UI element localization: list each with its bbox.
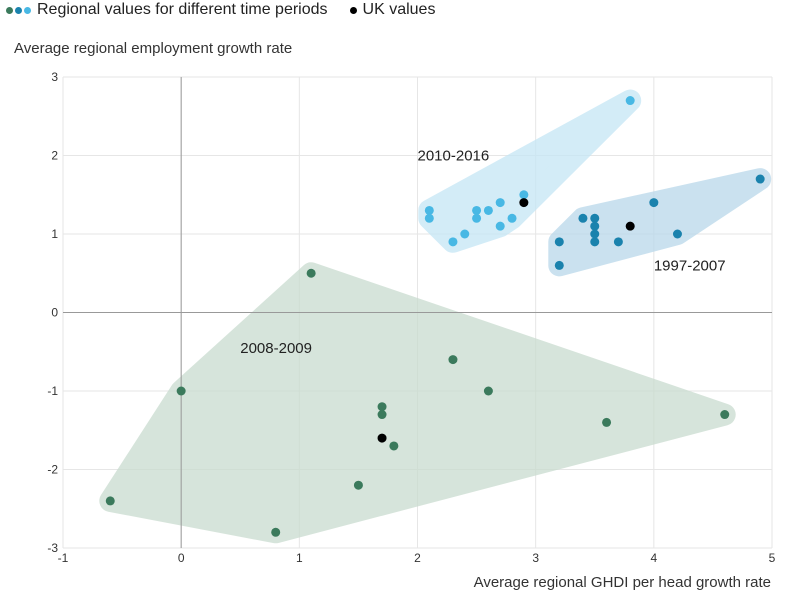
point-2008-2009: [389, 441, 399, 451]
point-1997-2007: [554, 237, 564, 247]
legend-item-uk[interactable]: UK values: [349, 1, 436, 19]
y-tick-label: -3: [47, 541, 58, 555]
x-tick-label: 3: [532, 551, 539, 565]
point-2008-2009: [306, 268, 316, 278]
period-labels: 2008-2009 2010-2016 1997-2007: [240, 148, 725, 357]
point-2010-2016: [472, 213, 482, 223]
point-2010-2016: [424, 205, 434, 215]
point-2010-2016: [625, 96, 635, 106]
point-2010-2016: [507, 213, 517, 223]
period-hulls: [99, 89, 772, 544]
point-1997-2007: [649, 198, 659, 208]
uk-point-2008-2009: [377, 433, 387, 443]
x-tick-label: 5: [769, 551, 776, 565]
hull-1997-2007: [548, 168, 772, 277]
point-1997-2007: [590, 221, 600, 231]
x-tick-label: -1: [58, 551, 69, 565]
zero-axes: [63, 77, 772, 548]
point-2008-2009: [448, 355, 458, 365]
point-2010-2016: [424, 213, 434, 223]
point-2010-2016: [495, 221, 505, 231]
legend-green-dot: [6, 6, 13, 14]
y-tick-label: 1: [51, 227, 58, 241]
legend-dark-blue-dot: [15, 6, 22, 14]
point-2010-2016: [495, 198, 505, 208]
point-2008-2009: [105, 496, 115, 506]
data-points: [105, 96, 765, 537]
x-tick-label: 2: [414, 551, 421, 565]
point-1997-2007: [672, 229, 682, 239]
point-2008-2009: [353, 480, 363, 490]
period-label: 2010-2016: [418, 148, 490, 165]
point-2008-2009: [377, 402, 387, 412]
point-2010-2016: [519, 190, 529, 200]
period-label: 2008-2009: [240, 340, 312, 357]
legend-uk-dot: [349, 6, 357, 14]
point-1997-2007: [755, 174, 765, 184]
y-tick-label: 2: [51, 149, 58, 163]
point-1997-2007: [554, 260, 564, 270]
legend-light-blue-dot: [24, 6, 31, 14]
point-1997-2007: [613, 237, 623, 247]
point-2008-2009: [720, 410, 730, 420]
hull-2008-2009: [99, 262, 736, 544]
chart-legend: Regional values for different time perio…: [6, 0, 457, 20]
x-axis-title: Average regional GHDI per head growth ra…: [473, 574, 771, 591]
point-2010-2016: [472, 205, 482, 215]
x-tick-label: 1: [296, 551, 303, 565]
y-axis-title: Average regional employment growth rate: [14, 40, 293, 57]
x-tick-label: 0: [178, 551, 185, 565]
point-1997-2007: [590, 237, 600, 247]
y-tick-label: -1: [47, 384, 58, 398]
legend-uk-label: UK values: [362, 1, 436, 18]
x-tick-label: 4: [650, 551, 657, 565]
uk-point-1997-2007: [625, 221, 635, 231]
y-tick-label: -2: [47, 463, 58, 477]
period-label: 1997-2007: [654, 257, 726, 274]
point-2008-2009: [176, 386, 186, 396]
point-2008-2009: [377, 410, 387, 420]
point-2010-2016: [448, 237, 458, 247]
legend-item-regional[interactable]: Regional values for different time perio…: [6, 1, 328, 19]
point-1997-2007: [590, 213, 600, 223]
point-2008-2009: [483, 386, 493, 396]
point-2010-2016: [483, 205, 493, 215]
legend-regional-label: Regional values for different time perio…: [37, 1, 328, 18]
point-1997-2007: [590, 229, 600, 239]
uk-point-2010-2016: [519, 198, 529, 208]
y-tick-label: 3: [51, 70, 58, 84]
point-2008-2009: [271, 527, 281, 537]
point-2008-2009: [602, 417, 612, 427]
point-1997-2007: [578, 213, 588, 223]
y-tick-label: 0: [51, 306, 58, 320]
tick-labels: -1 0 1 2 3 4 5 -3 -2 -1 0 1 2 3: [47, 70, 775, 565]
point-2010-2016: [460, 229, 470, 239]
